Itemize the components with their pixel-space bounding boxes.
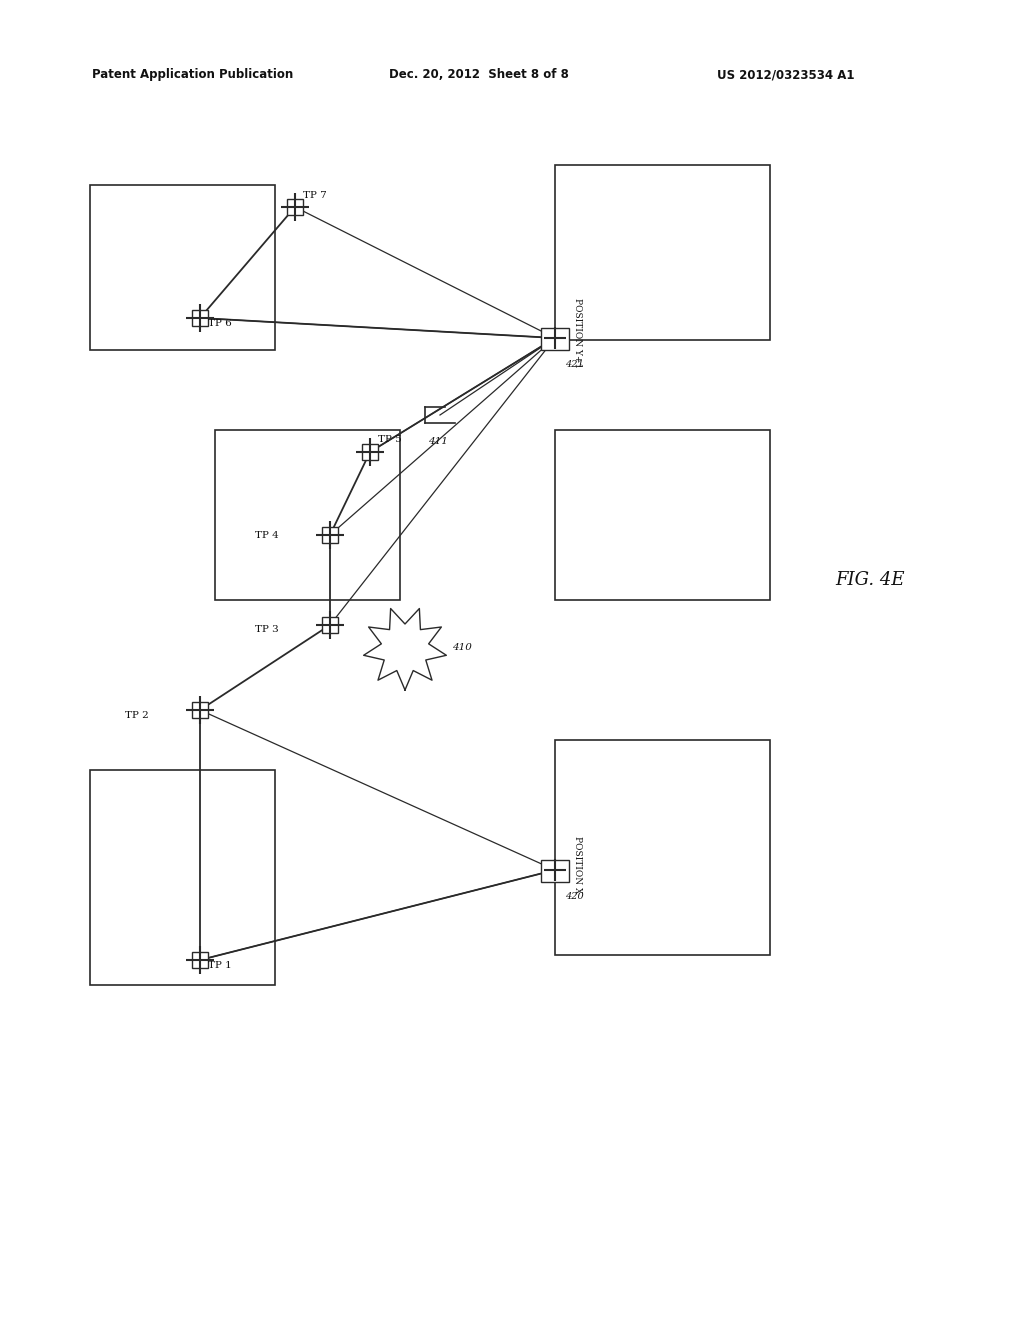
Text: 421: 421: [565, 360, 584, 370]
Bar: [555, 165, 770, 341]
Bar: [541, 861, 569, 882]
Text: FIG. 4E: FIG. 4E: [836, 572, 905, 589]
Polygon shape: [364, 609, 446, 690]
Bar: [362, 445, 378, 459]
Text: TP 2: TP 2: [125, 710, 148, 719]
Bar: [541, 327, 569, 350]
Text: Patent Application Publication: Patent Application Publication: [92, 69, 294, 81]
Text: TP 7: TP 7: [303, 190, 327, 199]
Bar: [288, 199, 303, 215]
Text: TP 1: TP 1: [208, 961, 231, 969]
Bar: [555, 430, 770, 601]
Text: Dec. 20, 2012  Sheet 8 of 8: Dec. 20, 2012 Sheet 8 of 8: [389, 69, 569, 81]
Bar: [215, 430, 400, 601]
Bar: [90, 770, 275, 985]
Bar: [323, 618, 338, 632]
Text: 411: 411: [428, 437, 447, 446]
Bar: [549, 865, 561, 876]
Text: TP 3: TP 3: [255, 626, 279, 635]
Bar: [193, 952, 208, 968]
Bar: [555, 741, 770, 954]
Bar: [193, 702, 208, 718]
Text: TP 5: TP 5: [378, 436, 401, 445]
Bar: [323, 527, 338, 543]
Text: POSITION X: POSITION X: [573, 837, 582, 894]
Bar: [193, 310, 208, 326]
Bar: [90, 185, 275, 350]
Text: US 2012/0323534 A1: US 2012/0323534 A1: [717, 69, 854, 81]
Text: TP 6: TP 6: [208, 318, 231, 327]
Text: TP 4: TP 4: [255, 531, 279, 540]
Text: POSITION Y+1: POSITION Y+1: [573, 298, 582, 368]
Text: 410: 410: [452, 644, 472, 652]
Text: 420: 420: [565, 892, 584, 902]
Bar: [549, 331, 561, 345]
